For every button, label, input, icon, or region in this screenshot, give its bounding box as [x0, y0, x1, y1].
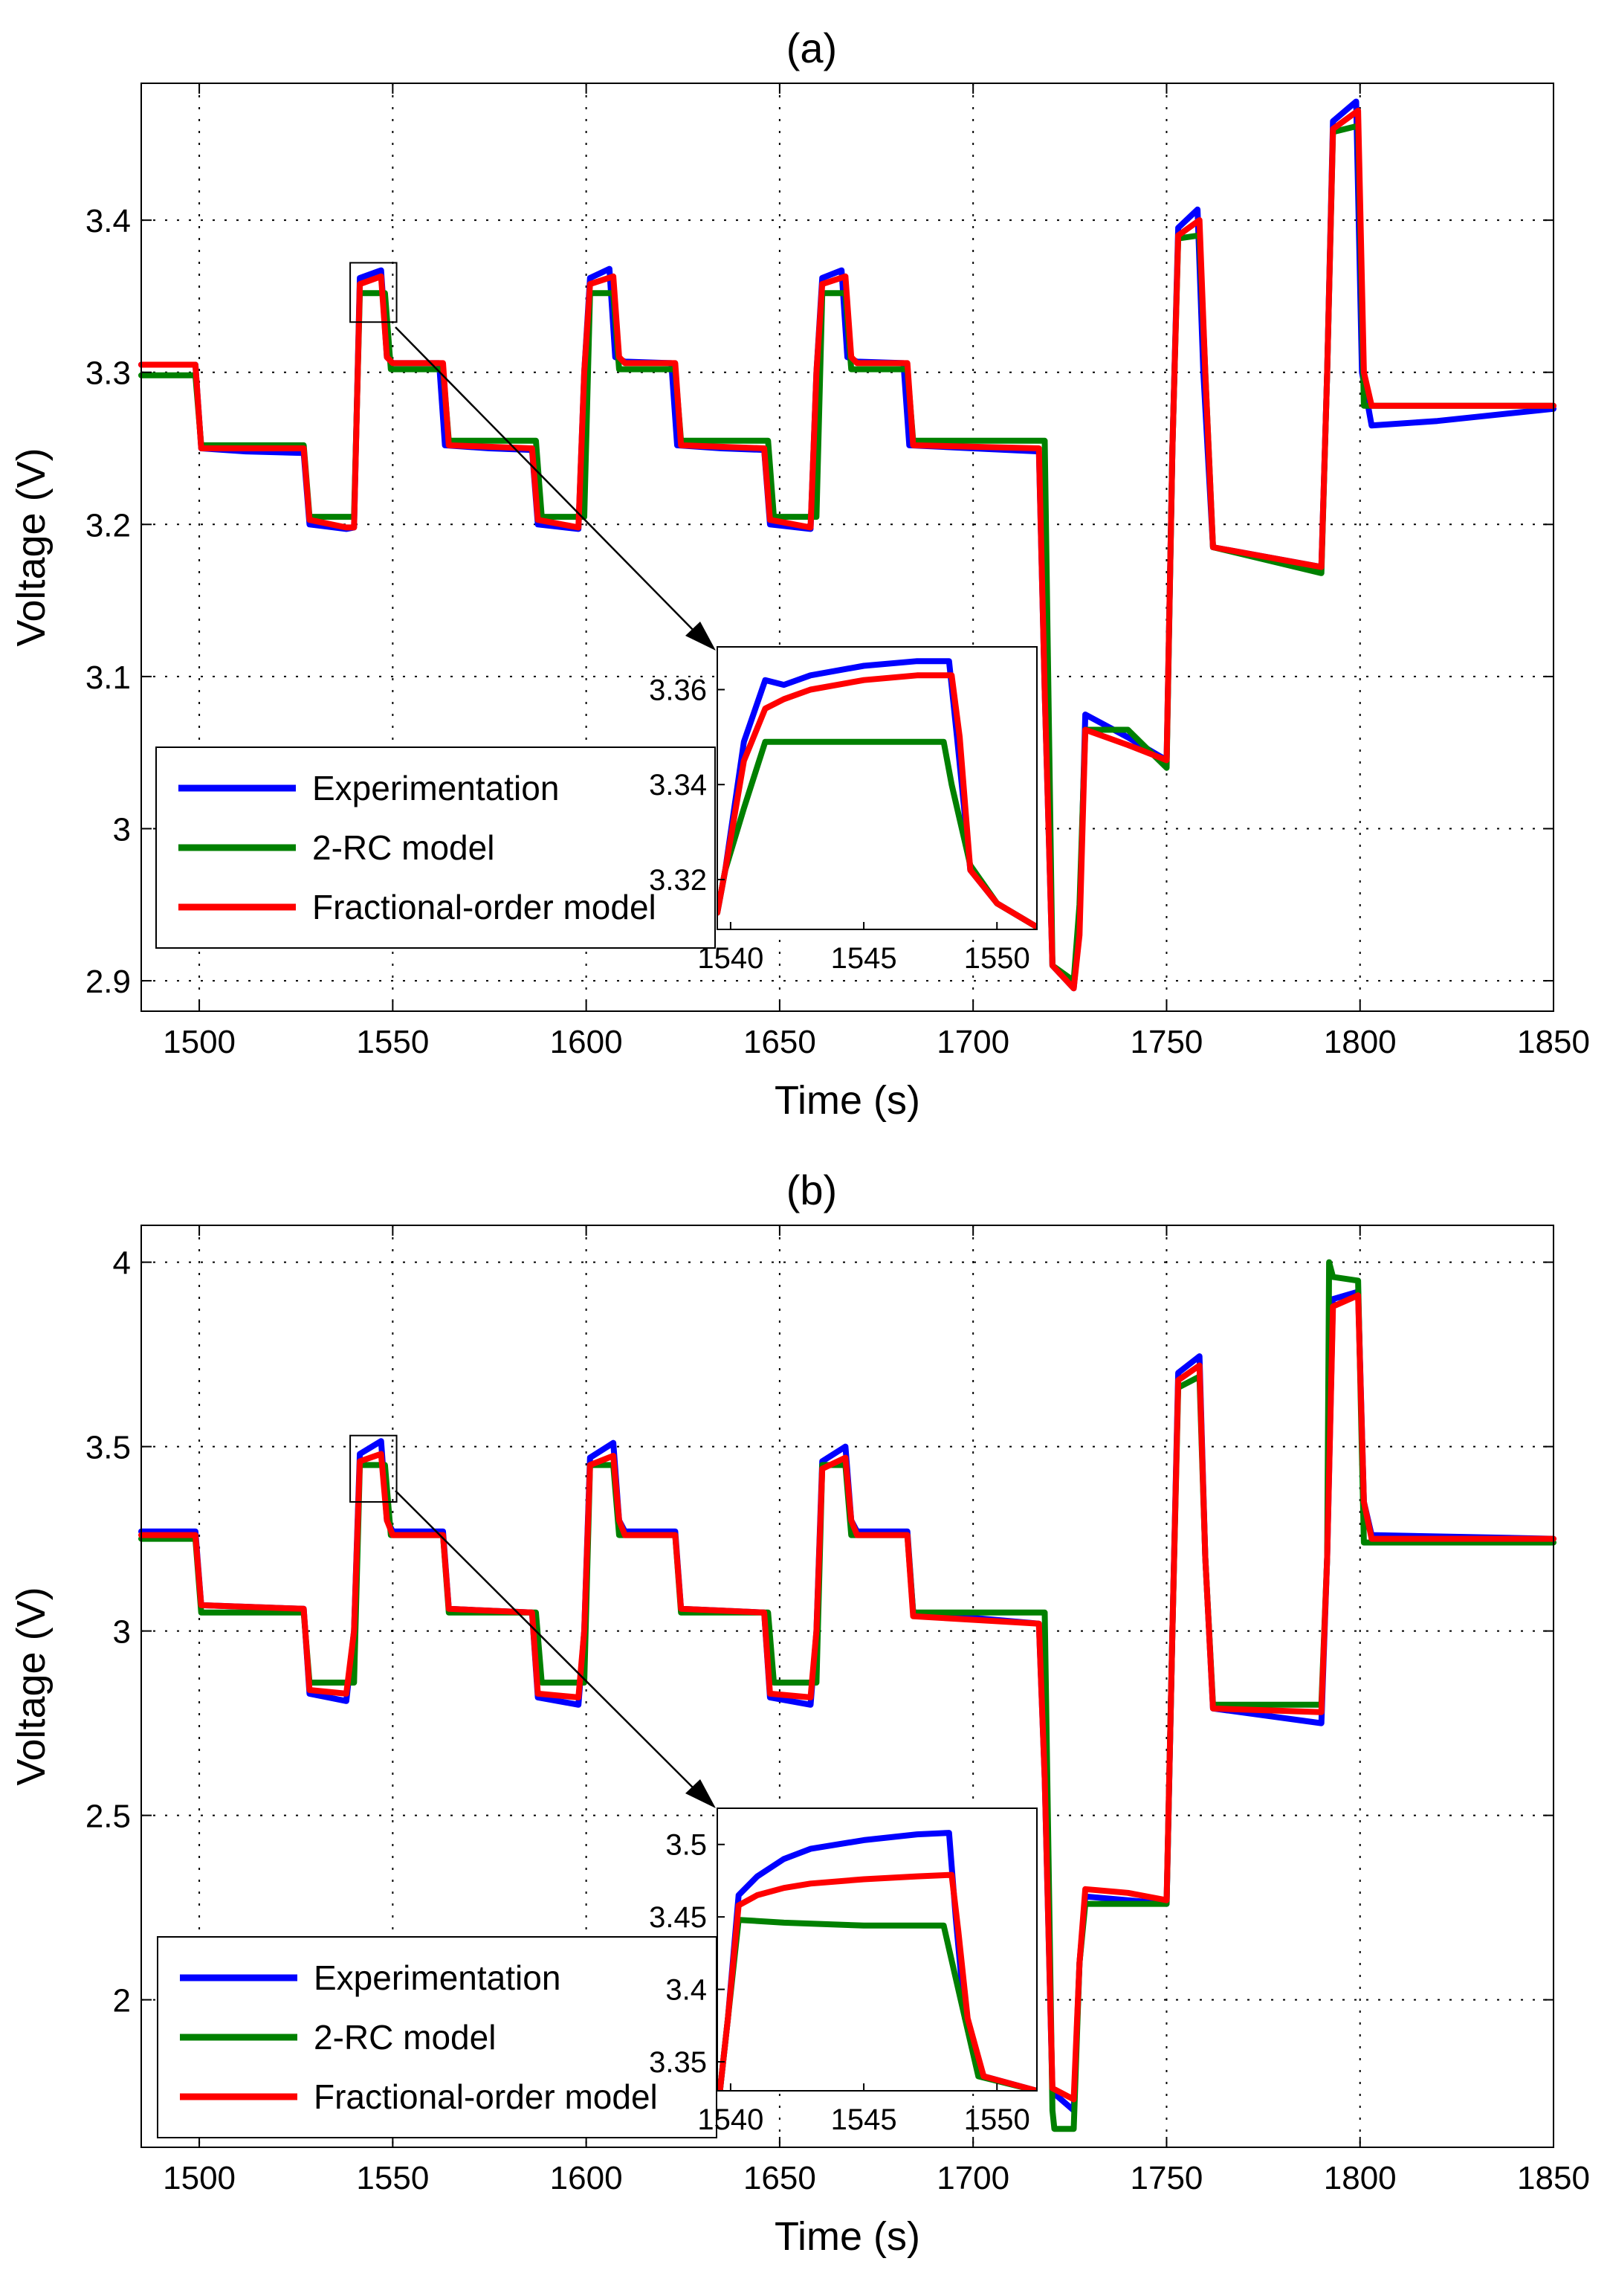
x-tick-label: 1600 — [550, 1024, 623, 1060]
panel-b-xlabel: Time (s) — [775, 2214, 920, 2259]
panel-b-zoom-arrowhead — [685, 1779, 716, 1808]
panel-b-legend: Experimentation 2-RC model Fractional-or… — [157, 1936, 717, 2138]
y-tick-label: 3 — [113, 811, 131, 848]
panel-b-axes-box — [140, 1225, 1554, 2148]
x-tick-label: 1700 — [937, 1024, 1009, 1060]
y-tick-label: 3 — [113, 1614, 131, 1651]
series-fractional-line — [138, 1292, 1556, 2103]
panel-a-zoom-arrowhead — [685, 622, 716, 651]
x-tick-label: 1750 — [1131, 2160, 1203, 2196]
panel-a-inset-series — [717, 658, 1037, 929]
panel-a-title: (a) — [786, 25, 837, 71]
series-fractional-line — [138, 107, 1556, 992]
panel-b-title: (b) — [786, 1167, 837, 1213]
panel-a-zoom-arrow — [395, 326, 699, 636]
legend-label-2rc: 2-RC model — [314, 2018, 496, 2057]
inset-x-tick-label: 1540 — [697, 2103, 763, 2136]
x-tick-label: 1550 — [356, 1024, 429, 1060]
x-tick-label: 1850 — [1517, 1024, 1590, 1060]
legend-label-experimentation: Experimentation — [314, 1958, 560, 1997]
panel-b-inset: 1540 1545 1550 3.35 3.4 3.45 3.5 — [649, 1808, 1038, 2136]
panel-a-x-ticks: 1500 1550 1600 1650 1700 1750 1800 1850 — [163, 83, 1590, 1060]
x-tick-label: 1700 — [937, 2160, 1009, 2196]
inset-y-tick-label: 3.36 — [649, 674, 707, 706]
panel-a-zoom-box — [349, 262, 398, 323]
y-tick-label: 3.4 — [85, 203, 131, 239]
panel-a-inset-y-ticks: 3.32 3.34 3.36 — [649, 674, 725, 897]
legend-label-fractional: Fractional-order model — [312, 888, 656, 926]
x-tick-label: 1800 — [1324, 1024, 1397, 1060]
x-tick-label: 1600 — [550, 2160, 623, 2196]
inset-y-tick-label: 3.35 — [649, 2046, 707, 2079]
inset-x-tick-label: 1540 — [697, 942, 763, 975]
inset-y-tick-label: 3.34 — [649, 769, 707, 802]
y-tick-label: 3.3 — [85, 355, 131, 392]
panel-b-inset-x-ticks: 1540 1545 1550 — [697, 2083, 1030, 2136]
inset-y-tick-label: 3.5 — [665, 1829, 707, 1862]
inset-x-tick-label: 1550 — [964, 942, 1030, 975]
panel-b: (b) 1500 1550 1600 1650 1700 1750 1800 1850 2 2.… — [9, 1167, 1590, 2259]
inset-x-tick-label: 1550 — [964, 2103, 1030, 2136]
panel-b-ylabel: Voltage (V) — [9, 1587, 54, 1785]
x-tick-label: 1500 — [163, 1024, 236, 1060]
panel-a-series — [138, 98, 1556, 992]
x-tick-label: 1500 — [163, 2160, 236, 2196]
inset-x-tick-label: 1545 — [831, 942, 897, 975]
panel-b-inset-bg — [717, 1808, 1037, 2091]
x-tick-label: 1850 — [1517, 2160, 1590, 2196]
panel-b-inset-series — [717, 1830, 1037, 2091]
y-tick-label: 3.1 — [85, 660, 131, 696]
legend-label-2rc: 2-RC model — [312, 828, 494, 867]
panel-a-y-ticks: 2.9 3 3.1 3.2 3.3 3.4 — [85, 203, 1554, 1000]
panel-a-legend: Experimentation 2-RC model Fractional-or… — [155, 746, 716, 949]
legend-label-fractional: Fractional-order model — [314, 2077, 658, 2116]
panel-a-ylabel: Voltage (V) — [9, 448, 54, 646]
inset-x-tick-label: 1545 — [831, 2103, 897, 2136]
inset-series-group — [717, 658, 1037, 929]
inset-y-tick-label: 3.32 — [649, 864, 707, 897]
x-tick-label: 1550 — [356, 2160, 429, 2196]
panel-a-inset-x-ticks: 1540 1545 1550 — [697, 922, 1030, 975]
panel-b-inset-y-ticks: 3.35 3.4 3.45 3.5 — [649, 1829, 725, 2079]
inset-y-tick-label: 3.45 — [649, 1901, 707, 1934]
panel-b-series — [138, 1259, 1556, 2132]
inset-fractional-line — [717, 1871, 1037, 2091]
x-tick-label: 1650 — [743, 1024, 816, 1060]
y-tick-label: 3.5 — [85, 1430, 131, 1466]
y-tick-label: 2.9 — [85, 964, 131, 1000]
panel-b-zoom-box — [349, 1434, 398, 1503]
panel-b-zoom-arrow — [395, 1490, 699, 1794]
panel-a-xlabel: Time (s) — [775, 1078, 920, 1123]
legend-label-experimentation: Experimentation — [312, 769, 559, 807]
panel-a-inset-box — [717, 646, 1038, 930]
panel-a-axes-box — [140, 83, 1554, 1012]
panel-b-y-ticks: 2 2.5 3 3.5 4 — [85, 1245, 1554, 2019]
y-tick-label: 4 — [113, 1245, 131, 1282]
inset-series-group — [717, 1830, 1037, 2091]
inset-fractional-line — [717, 672, 1037, 929]
y-tick-label: 3.2 — [85, 507, 131, 544]
x-tick-label: 1750 — [1131, 1024, 1203, 1060]
y-tick-label: 2 — [113, 1983, 131, 2019]
panel-b-inset-box — [717, 1808, 1038, 2092]
inset-y-tick-label: 3.4 — [665, 1974, 707, 2007]
panel-a: (a) 1500 1550 1600 1650 1700 1750 1800 1850 2.9… — [9, 25, 1590, 1123]
x-tick-label: 1800 — [1324, 2160, 1397, 2196]
x-tick-label: 1650 — [743, 2160, 816, 2196]
y-tick-label: 2.5 — [85, 1799, 131, 1835]
panel-a-inset: 1540 1545 1550 3.32 3.34 3.36 — [649, 646, 1038, 975]
panel-b-x-ticks: 1500 1550 1600 1650 1700 1750 1800 1850 — [163, 1225, 1590, 2196]
